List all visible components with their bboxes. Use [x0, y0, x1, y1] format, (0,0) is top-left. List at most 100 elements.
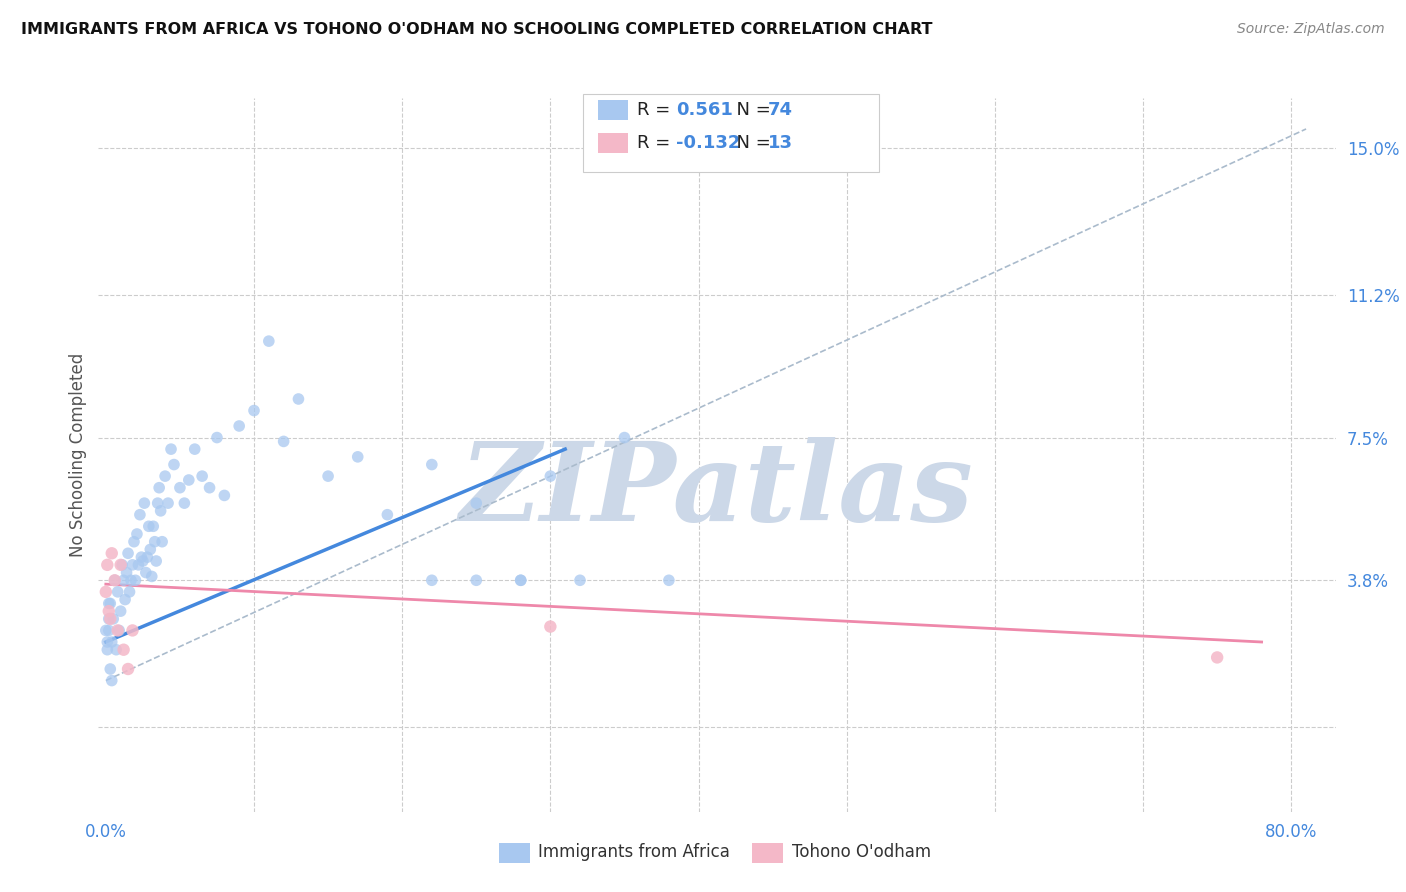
- Point: [148, 481, 170, 495]
- Point: [169, 481, 191, 495]
- Text: N =: N =: [725, 134, 778, 152]
- Point: [103, 612, 125, 626]
- Point: [96, 558, 118, 572]
- Point: [163, 458, 186, 472]
- Point: [287, 392, 309, 406]
- Point: [100, 546, 122, 560]
- Text: 74: 74: [768, 101, 793, 119]
- Point: [134, 496, 156, 510]
- Point: [104, 574, 127, 588]
- Point: [107, 624, 129, 638]
- Point: [1206, 650, 1229, 665]
- Point: [114, 592, 136, 607]
- Point: [129, 508, 152, 522]
- Y-axis label: No Schooling Completed: No Schooling Completed: [69, 353, 87, 557]
- Point: [135, 566, 157, 580]
- Text: IMMIGRANTS FROM AFRICA VS TOHONO O'ODHAM NO SCHOOLING COMPLETED CORRELATION CHAR: IMMIGRANTS FROM AFRICA VS TOHONO O'ODHAM…: [21, 22, 932, 37]
- Point: [98, 596, 121, 610]
- Point: [97, 604, 120, 618]
- Point: [118, 585, 141, 599]
- Point: [131, 550, 153, 565]
- Point: [228, 419, 250, 434]
- Point: [121, 624, 143, 638]
- Point: [105, 642, 128, 657]
- Text: Source: ZipAtlas.com: Source: ZipAtlas.com: [1237, 22, 1385, 37]
- Point: [98, 662, 121, 676]
- Point: [157, 496, 180, 510]
- Point: [465, 574, 488, 588]
- Point: [96, 642, 118, 657]
- Point: [143, 534, 166, 549]
- Point: [205, 431, 228, 445]
- Point: [125, 527, 148, 541]
- Point: [273, 434, 295, 449]
- Point: [120, 574, 142, 588]
- Point: [191, 469, 214, 483]
- Point: [96, 635, 118, 649]
- Point: [121, 558, 143, 572]
- Text: ZIPatlas: ZIPatlas: [460, 437, 974, 544]
- Point: [138, 519, 160, 533]
- Point: [97, 612, 120, 626]
- Point: [569, 574, 592, 588]
- Point: [214, 488, 236, 502]
- Point: [465, 496, 488, 510]
- Text: N =: N =: [725, 101, 778, 119]
- Point: [97, 624, 120, 638]
- Point: [132, 554, 155, 568]
- Point: [243, 403, 266, 417]
- Point: [538, 619, 561, 633]
- Point: [100, 635, 122, 649]
- Point: [141, 569, 163, 583]
- Point: [145, 554, 167, 568]
- Point: [538, 469, 561, 483]
- Point: [115, 566, 138, 580]
- Text: 0.561: 0.561: [676, 101, 733, 119]
- Point: [110, 604, 132, 618]
- Point: [100, 673, 122, 688]
- Point: [346, 450, 368, 464]
- Point: [112, 574, 135, 588]
- Point: [104, 574, 127, 588]
- Text: 13: 13: [768, 134, 793, 152]
- Point: [198, 481, 221, 495]
- Point: [122, 534, 145, 549]
- Point: [117, 662, 139, 676]
- Point: [146, 496, 169, 510]
- Point: [98, 612, 121, 626]
- Point: [420, 574, 443, 588]
- Point: [184, 442, 207, 457]
- Text: Immigrants from Africa: Immigrants from Africa: [538, 843, 730, 861]
- Point: [94, 585, 117, 599]
- Point: [420, 458, 443, 472]
- Point: [127, 558, 149, 572]
- Point: [124, 574, 146, 588]
- Point: [658, 574, 681, 588]
- Point: [160, 442, 183, 457]
- Point: [613, 431, 636, 445]
- Point: [153, 469, 176, 483]
- Text: Tohono O'odham: Tohono O'odham: [792, 843, 931, 861]
- Point: [110, 558, 132, 572]
- Point: [136, 550, 159, 565]
- Point: [316, 469, 339, 483]
- Point: [107, 585, 129, 599]
- Point: [149, 504, 172, 518]
- Point: [509, 574, 531, 588]
- Point: [509, 574, 531, 588]
- Text: R =: R =: [637, 101, 676, 119]
- Point: [177, 473, 200, 487]
- Point: [139, 542, 162, 557]
- Point: [108, 624, 131, 638]
- Text: R =: R =: [637, 134, 676, 152]
- Point: [111, 558, 134, 572]
- Text: -0.132: -0.132: [676, 134, 741, 152]
- Point: [97, 596, 120, 610]
- Point: [377, 508, 399, 522]
- Point: [117, 546, 139, 560]
- Point: [173, 496, 195, 510]
- Point: [150, 534, 173, 549]
- Point: [94, 624, 117, 638]
- Point: [257, 334, 280, 348]
- Point: [112, 642, 135, 657]
